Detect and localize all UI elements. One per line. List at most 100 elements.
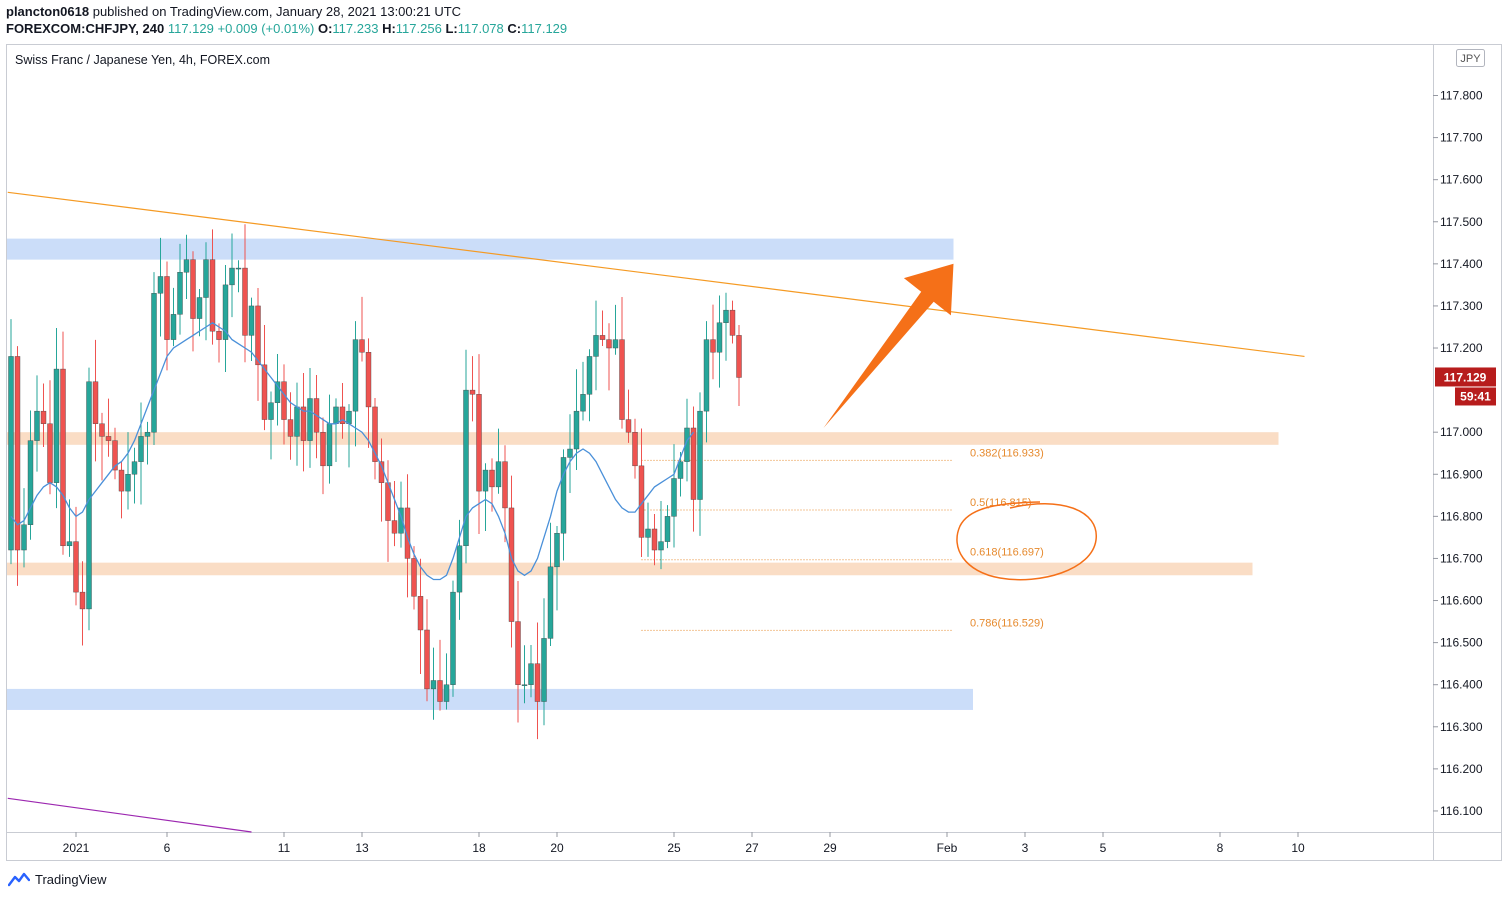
candle	[333, 398, 339, 462]
candle-body	[352, 339, 359, 412]
candle-body	[170, 314, 177, 340]
candle	[235, 260, 242, 293]
time-tick-label: 8	[1217, 841, 1224, 855]
candle-body	[21, 524, 27, 551]
candle-body	[66, 541, 73, 547]
time-tick-label: 5	[1100, 841, 1107, 855]
candle	[391, 480, 398, 547]
candle	[476, 354, 482, 534]
countdown-label: 59:41	[1460, 389, 1491, 403]
candle	[586, 349, 593, 422]
close-label: C:	[507, 21, 522, 36]
time-tick-label: Feb	[937, 841, 958, 855]
zone-orange-2	[7, 562, 1253, 576]
currency-badge[interactable]: JPY	[1456, 49, 1485, 67]
candle-body	[710, 339, 716, 353]
author-name[interactable]: plancton0618	[6, 4, 90, 19]
candle	[599, 310, 606, 346]
candle	[658, 500, 664, 570]
candle-body	[450, 591, 456, 685]
high-value: 117.256	[395, 21, 442, 36]
candle	[216, 323, 222, 363]
candle-body	[482, 469, 489, 492]
currency-badge-label: JPY	[1460, 53, 1481, 65]
candle-body	[463, 389, 469, 547]
candle	[398, 481, 404, 548]
candle-body	[430, 680, 437, 690]
candle-body	[274, 381, 281, 403]
candle	[209, 229, 216, 345]
candle	[502, 445, 508, 543]
candle	[645, 502, 651, 557]
candle-body	[723, 309, 729, 323]
candle-body	[716, 322, 723, 353]
candle-body	[268, 402, 274, 420]
candle-body	[105, 436, 112, 441]
candle-body	[53, 368, 60, 483]
time-tick-label: 11	[278, 841, 291, 855]
candle-body	[690, 427, 697, 500]
tradingview-logo-icon	[8, 872, 30, 887]
candle	[320, 417, 326, 495]
candle	[222, 264, 229, 372]
high-label: H:	[382, 21, 396, 36]
candle	[651, 513, 658, 566]
candle	[300, 373, 307, 472]
tradingview-footer[interactable]: TradingView	[8, 871, 107, 887]
candle	[157, 237, 164, 337]
price-tick-label: 116.800	[1440, 509, 1483, 523]
candle-body	[203, 259, 209, 298]
candle-body	[456, 545, 463, 593]
candle-body	[703, 339, 710, 412]
candle-body	[222, 284, 229, 340]
candle	[365, 338, 372, 448]
last-price-badge-label: 117.129	[1444, 370, 1487, 384]
candle	[372, 397, 378, 480]
candle-body	[255, 305, 261, 366]
time-tick-label: 2021	[63, 841, 90, 855]
candle	[144, 421, 151, 465]
candle	[697, 392, 703, 536]
price-tick-label: 117.500	[1440, 215, 1483, 229]
candle	[729, 300, 736, 344]
candle-body	[346, 410, 352, 424]
candle-body	[183, 259, 190, 273]
candle	[47, 380, 53, 495]
candle-body	[177, 272, 183, 315]
last-price-badge: 117.129 59:41	[1435, 367, 1496, 406]
candle	[528, 645, 534, 698]
candle	[281, 364, 287, 445]
candle-body	[326, 423, 333, 467]
price-tick-label: 117.200	[1440, 341, 1483, 355]
candle	[73, 506, 79, 606]
candle	[638, 428, 645, 558]
ohlc-line: FOREXCOM:CHFJPY, 240 117.129 +0.009 (+0.…	[6, 21, 567, 36]
candle	[580, 361, 586, 421]
candle-body	[417, 596, 424, 631]
candle	[443, 653, 450, 710]
candle	[294, 382, 300, 466]
candle	[424, 599, 430, 702]
candle	[703, 321, 710, 443]
candle	[99, 412, 105, 481]
candle	[723, 292, 729, 361]
candle	[430, 647, 437, 720]
candle-body	[515, 621, 521, 685]
price-tick-label: 116.300	[1440, 720, 1483, 734]
candle-body	[593, 335, 599, 357]
low-value: 117.078	[457, 21, 504, 36]
candle	[183, 234, 190, 299]
time-tick-label: 29	[823, 841, 837, 855]
candle-body	[437, 680, 443, 702]
candle	[716, 295, 723, 388]
candle-body	[502, 461, 508, 509]
candle	[229, 233, 235, 318]
candle-body	[190, 259, 196, 319]
candle-body	[157, 276, 164, 294]
open-value: 117.233	[332, 21, 379, 36]
candle-body	[209, 259, 216, 332]
candle	[177, 243, 183, 335]
candle-body	[664, 516, 671, 542]
candle-body	[736, 335, 742, 378]
